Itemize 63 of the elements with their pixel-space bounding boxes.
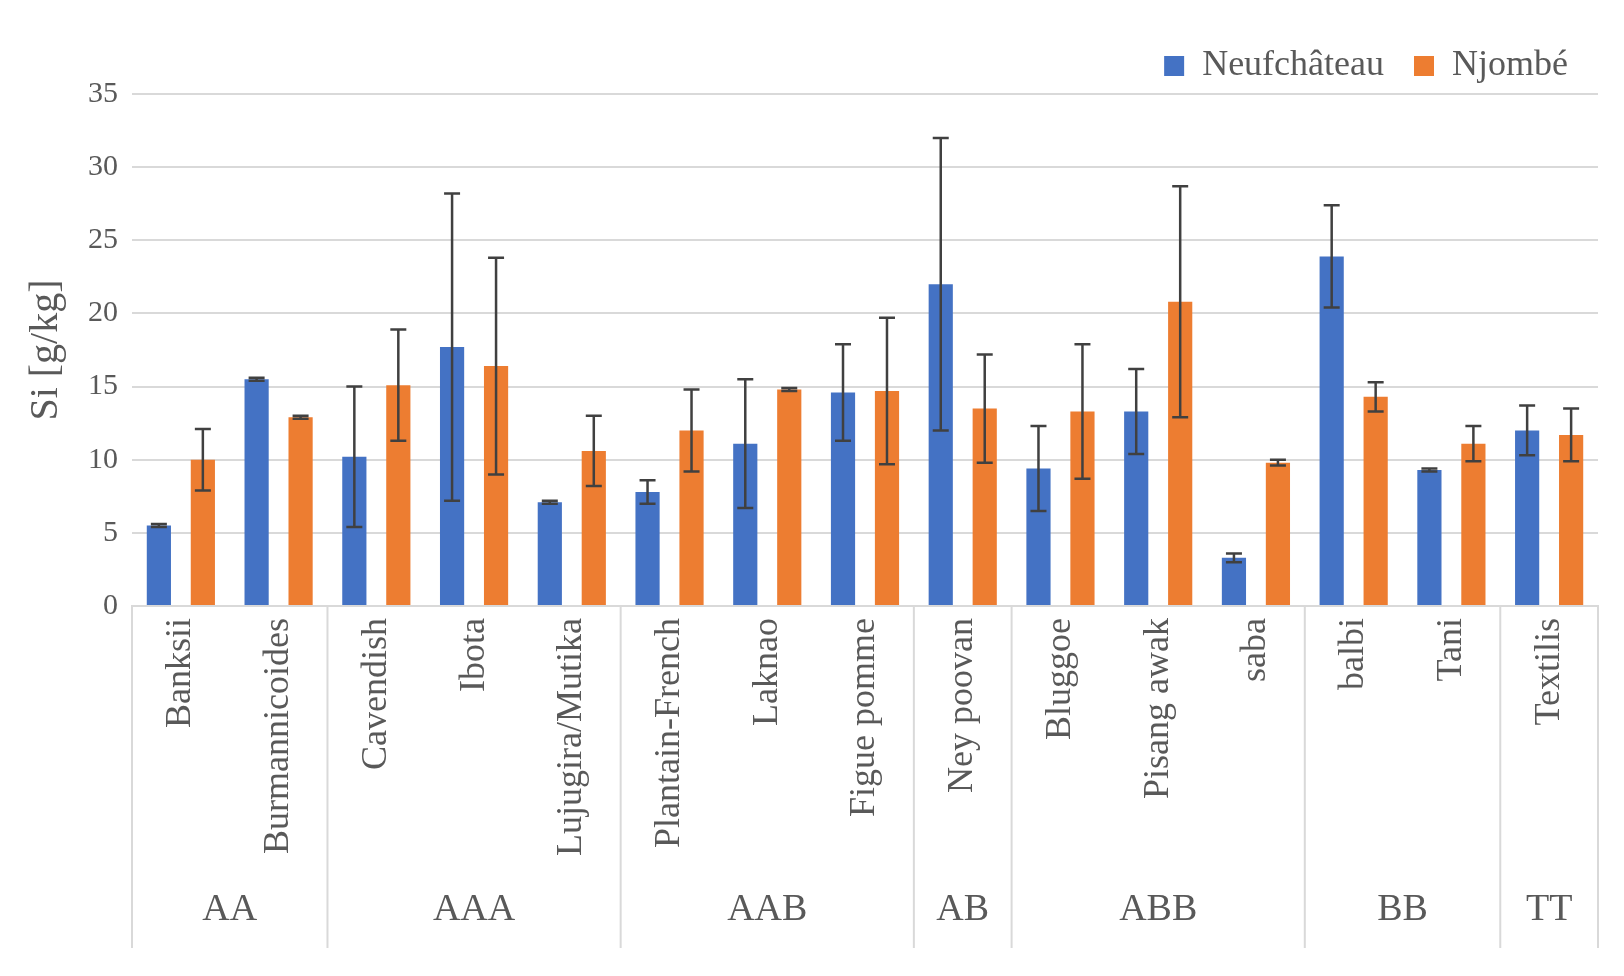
bar xyxy=(1559,434,1584,606)
x-tick-label: Banksii xyxy=(158,618,199,729)
y-tick-label: 20 xyxy=(88,294,118,328)
bar xyxy=(928,284,953,606)
bar xyxy=(830,392,856,606)
bar xyxy=(1070,411,1095,606)
bar xyxy=(1363,396,1388,606)
y-tick-label: 5 xyxy=(103,513,118,547)
bar xyxy=(288,417,313,606)
x-tick-label: Burmannicoides xyxy=(256,618,297,854)
text: AAA xyxy=(432,885,516,928)
bar xyxy=(537,502,562,606)
x-tick-label: Textilis xyxy=(1526,618,1567,726)
x-tick-label: Plantain-French xyxy=(646,618,687,848)
y-tick-label: 30 xyxy=(88,148,118,182)
x-tick-label: Bluggoe xyxy=(1037,618,1078,741)
bar xyxy=(1515,430,1540,606)
bar xyxy=(1221,557,1247,606)
bar xyxy=(581,450,606,606)
x-tick-label: Cavendish xyxy=(353,618,394,771)
x-tick-label: Lujugira/Mutika xyxy=(549,618,590,857)
bar xyxy=(1265,462,1291,606)
y-axis-title: Si [g/kg] xyxy=(20,279,66,421)
text: AB xyxy=(936,885,990,928)
bar xyxy=(679,430,704,606)
bar xyxy=(972,408,997,606)
y-tick-label: 15 xyxy=(88,367,118,401)
y-tick-label: 35 xyxy=(88,74,118,108)
text: TT xyxy=(1525,885,1573,928)
x-tick-label: Laknao xyxy=(744,618,785,726)
bar xyxy=(386,385,411,606)
y-tick-label: 25 xyxy=(88,221,118,255)
bar xyxy=(1319,256,1344,606)
bar xyxy=(874,390,900,606)
text: ABB xyxy=(1119,885,1198,928)
bar xyxy=(146,525,171,606)
bar xyxy=(342,456,367,606)
bar xyxy=(1461,443,1486,606)
x-tick-label: saba xyxy=(1233,618,1274,683)
bar xyxy=(1026,468,1051,606)
x-tick-label: Ibota xyxy=(451,618,492,693)
x-tick-label: Pisang awak xyxy=(1135,618,1176,800)
bar xyxy=(635,491,660,606)
bar xyxy=(1168,301,1193,606)
x-tick-label: Ney poovan xyxy=(940,618,981,794)
bar xyxy=(244,379,269,606)
bar xyxy=(733,443,758,606)
x-tick-label: balbi xyxy=(1331,618,1372,691)
bar xyxy=(777,389,802,606)
bar xyxy=(439,347,465,606)
bar xyxy=(1124,411,1149,606)
bar xyxy=(483,366,509,606)
text: BB xyxy=(1377,885,1428,928)
bar xyxy=(190,459,215,606)
legend-label: Neufchâteau xyxy=(1202,43,1385,84)
legend-label: Njombé xyxy=(1452,43,1568,84)
text: AA xyxy=(202,885,258,928)
bar xyxy=(1417,469,1442,606)
y-tick-label: 0 xyxy=(103,586,118,620)
text: AAB xyxy=(727,885,808,928)
x-tick-label: Tani xyxy=(1428,618,1469,682)
x-tick-label: Figue pomme xyxy=(842,618,883,818)
y-tick-label: 10 xyxy=(88,440,118,474)
